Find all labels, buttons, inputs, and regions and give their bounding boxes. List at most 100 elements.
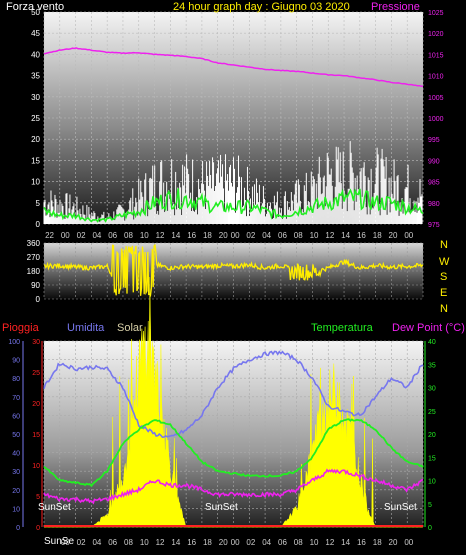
temperature-label: Temperatura (311, 322, 374, 334)
humidity-label: Umidita (67, 322, 105, 334)
wind-direction-panel: 0 90 180 270 360 N W S E N (27, 239, 450, 315)
wind-tick-label: 25 (31, 114, 40, 123)
sunset-label-3: SunSet (384, 502, 417, 513)
rain-tick-label: 10 (32, 463, 40, 470)
pressure-tick-label: 990 (428, 158, 440, 165)
hour-tick-label: 00 (61, 231, 70, 240)
hour-tick-label: 08 (294, 538, 303, 547)
compass-n-bottom: N (440, 303, 448, 315)
temperature-tick-label: 25 (428, 409, 436, 416)
humidity-tick-label: 0 (16, 525, 20, 532)
hour-tick-label: 20 (219, 538, 228, 547)
hour-tick-label: 12 (156, 538, 165, 547)
hour-tick-label: 18 (373, 538, 382, 547)
direction-tick-label: 360 (27, 239, 41, 248)
hour-tick-label: 06 (108, 538, 117, 547)
pressure-tick-label: 980 (428, 201, 440, 208)
pressure-tick-label: 1010 (428, 74, 444, 81)
humidity-tick-label: 30 (12, 469, 20, 476)
hour-tick-label: 04 (262, 231, 271, 240)
rain-tick-label: 5 (36, 494, 40, 501)
direction-tick-label: 90 (31, 281, 40, 290)
hour-tick-label: 00 (231, 538, 240, 547)
rain-tick-label: 0 (36, 525, 40, 532)
hour-tick-label: 04 (92, 231, 101, 240)
panel3-x-axis: 00 02 04 06 08 10 12 14 16 18 20 00 02 04 06 08 10 12 14 16… (61, 538, 414, 547)
temperature-tick-label: 20 (428, 432, 436, 439)
sunrise-label: SunSe (44, 536, 74, 547)
panel3-legend: Pioggia Umidita Solar Temperatura Dew Po… (2, 322, 465, 334)
hour-tick-label: 14 (171, 231, 180, 240)
hour-tick-label: 02 (77, 538, 86, 547)
temperature-tick-label: 0 (428, 525, 432, 532)
hour-tick-label: 10 (310, 538, 319, 547)
humidity-tick-label: 60 (12, 413, 20, 420)
humidity-line (43, 350, 424, 439)
hour-tick-label: 14 (171, 538, 180, 547)
rain-tick-label: 30 (32, 339, 40, 346)
hour-tick-label: 00 (404, 231, 413, 240)
pressure-tick-label: 1025 (428, 10, 444, 17)
panel1-series (43, 47, 424, 224)
wind-direction-line (43, 243, 424, 297)
chart-title: 24 hour graph day : Giugno 03 2020 (173, 1, 350, 13)
hour-tick-label: 16 (357, 231, 366, 240)
wind-tick-label: 45 (31, 29, 40, 38)
sunset-label-2: SunSet (205, 502, 238, 513)
hour-tick-label: 10 (140, 538, 149, 547)
hour-tick-label: 04 (262, 538, 271, 547)
compass-labels: N W S E N (439, 239, 450, 315)
dew-point-line (43, 468, 424, 505)
rain-tick-label: 20 (32, 401, 40, 408)
hour-tick-label: 06 (278, 538, 287, 547)
sunset-label-1: SunSet (38, 502, 71, 513)
temperature-tick-label: 15 (428, 455, 436, 462)
hour-tick-label: 00 (231, 231, 240, 240)
temperature-tick-label: 5 (428, 502, 432, 509)
compass-s: S (440, 271, 447, 283)
humidity-tick-label: 70 (12, 395, 20, 402)
pressure-tick-label: 975 (428, 222, 440, 229)
hour-tick-label: 16 (357, 538, 366, 547)
rain-tick-label: 15 (32, 432, 40, 439)
humidity-tick-label: 100 (8, 339, 20, 346)
hour-tick-label: 06 (278, 231, 287, 240)
temperature-tick-label: 35 (428, 362, 436, 369)
wind-average-line (43, 188, 424, 223)
hour-tick-label: 00 (404, 538, 413, 547)
hour-tick-label: 12 (156, 231, 165, 240)
panel1-x-axis: 22 00 02 04 06 08 10 12 14 16 18 20 00 02 04 06 08 10 12 14… (45, 231, 414, 240)
compass-n-top: N (440, 239, 448, 251)
hour-tick-label: 14 (341, 231, 350, 240)
wind-tick-label: 30 (31, 93, 40, 102)
panel2-y-axis: 0 90 180 270 360 (27, 239, 41, 304)
hour-tick-label: 02 (77, 231, 86, 240)
hour-tick-label: 16 (187, 538, 196, 547)
hour-tick-label: 12 (325, 231, 334, 240)
hour-tick-label: 10 (310, 231, 319, 240)
compass-e: E (440, 287, 447, 299)
direction-tick-label: 270 (27, 253, 41, 262)
hour-tick-label: 18 (203, 231, 212, 240)
humidity-tick-label: 10 (12, 506, 20, 513)
wind-tick-label: 50 (31, 8, 40, 17)
panel2-series (43, 243, 424, 297)
pressure-axis-title: Pressione (371, 1, 420, 13)
temperature-tick-label: 10 (428, 479, 436, 486)
humidity-tick-label: 20 (12, 488, 20, 495)
wind-tick-label: 20 (31, 135, 40, 144)
direction-tick-label: 180 (27, 267, 41, 276)
hour-tick-label: 08 (124, 231, 133, 240)
temperature-y-axis: 0 5 10 15 20 25 30 35 40 (424, 339, 436, 532)
pressure-tick-label: 1000 (428, 116, 444, 123)
humidity-y-axis: 0 10 20 30 40 50 60 70 80 90 100 (8, 339, 24, 532)
hour-tick-label: 16 (187, 231, 196, 240)
hour-tick-label: 22 (45, 231, 54, 240)
temperature-tick-label: 30 (428, 386, 436, 393)
wind-axis-title: Forza vento (6, 1, 64, 13)
hour-tick-label: 18 (373, 231, 382, 240)
